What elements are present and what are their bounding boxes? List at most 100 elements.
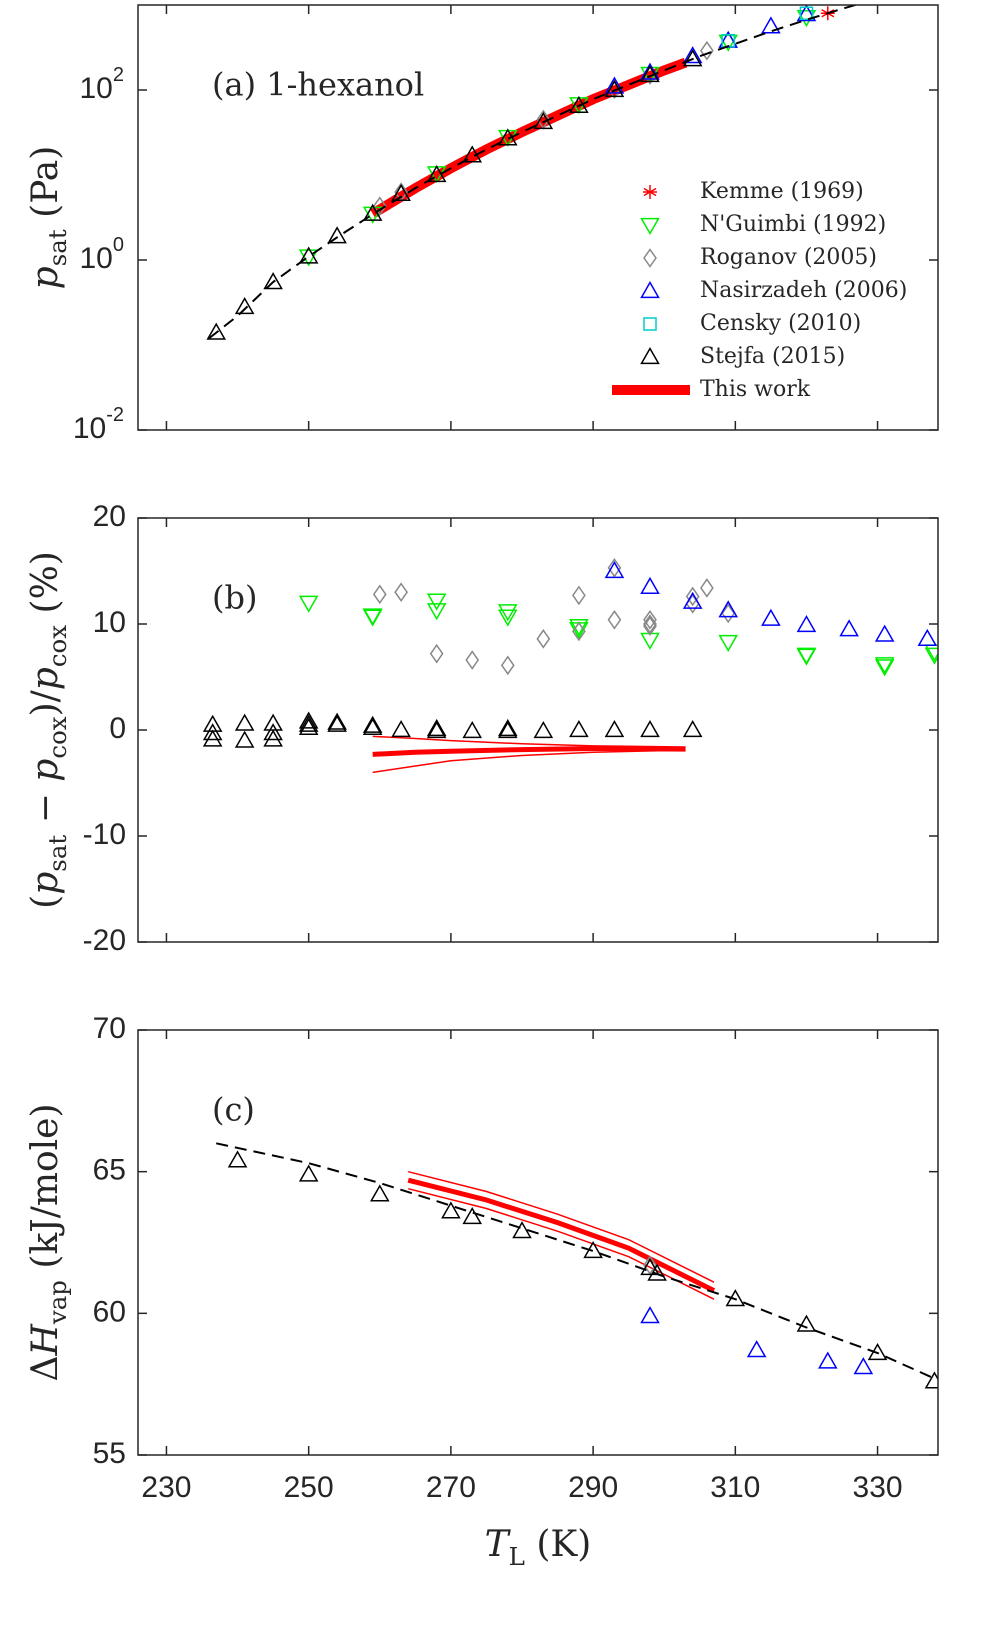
tick-exponent: 2 bbox=[113, 64, 124, 86]
marker bbox=[369, 1184, 390, 1202]
marker bbox=[569, 618, 589, 637]
marker bbox=[202, 729, 223, 747]
marker bbox=[643, 614, 657, 634]
x-tick-label: 310 bbox=[710, 1471, 760, 1504]
marker bbox=[497, 721, 518, 739]
y-tick-label: -10 bbox=[83, 818, 126, 851]
tick-base: 10 bbox=[73, 412, 106, 445]
label-part: vap bbox=[42, 1280, 71, 1325]
marker bbox=[536, 629, 551, 649]
label-part: L bbox=[509, 1541, 525, 1570]
marker bbox=[700, 40, 714, 61]
y-tick-label: 10 bbox=[93, 606, 126, 639]
legend-label: Roganov (2005) bbox=[700, 245, 877, 270]
plot-area bbox=[202, 558, 938, 774]
line bbox=[407, 1177, 716, 1293]
axis-label: ΔHvap (kJ/mole) bbox=[25, 1103, 71, 1381]
x-tick-label: 270 bbox=[426, 1471, 476, 1504]
marker bbox=[924, 1371, 938, 1389]
marker bbox=[263, 272, 283, 290]
y-tick-label: 65 bbox=[93, 1154, 126, 1187]
axis-label: TL (K) bbox=[485, 1524, 592, 1570]
legend-marker bbox=[643, 248, 657, 268]
x-tick-label: 230 bbox=[141, 1471, 191, 1504]
marker bbox=[462, 1206, 483, 1225]
label-part: p bbox=[25, 266, 66, 289]
label-part: p bbox=[25, 667, 66, 690]
marker bbox=[839, 619, 859, 637]
marker bbox=[640, 576, 660, 595]
label-part: T bbox=[485, 1524, 512, 1565]
marker bbox=[607, 79, 622, 100]
plot-area bbox=[206, 5, 859, 340]
label-part: Δ bbox=[25, 1356, 66, 1382]
marker bbox=[465, 650, 480, 670]
label-part: sat bbox=[42, 229, 71, 266]
y-tick-label: 0 bbox=[109, 712, 126, 745]
marker bbox=[391, 183, 411, 201]
marker bbox=[796, 615, 817, 633]
marker bbox=[234, 713, 255, 731]
label-part: )/ bbox=[25, 689, 66, 716]
legend-marker bbox=[640, 346, 660, 365]
marker bbox=[497, 718, 518, 737]
marker bbox=[604, 719, 625, 738]
marker bbox=[796, 5, 817, 22]
marker bbox=[647, 1263, 667, 1281]
y-tick-label: 102 bbox=[80, 64, 125, 105]
marker bbox=[796, 647, 817, 665]
marker bbox=[572, 621, 586, 642]
marker bbox=[441, 1201, 461, 1219]
marker bbox=[761, 608, 781, 626]
marker bbox=[202, 723, 223, 741]
line bbox=[408, 1170, 715, 1283]
panel-label: (a) 1-hexanol bbox=[212, 66, 424, 104]
marker bbox=[746, 1340, 767, 1358]
line bbox=[208, 5, 859, 340]
marker bbox=[362, 608, 383, 626]
marker bbox=[640, 62, 660, 80]
marker bbox=[327, 714, 347, 732]
marker bbox=[426, 718, 447, 737]
plot-area bbox=[216, 1142, 938, 1389]
marker bbox=[372, 196, 387, 216]
y-tick-label: 60 bbox=[93, 1295, 126, 1328]
legend-marker bbox=[640, 280, 660, 299]
y-tick-label: 20 bbox=[93, 500, 126, 533]
marker bbox=[685, 586, 700, 607]
marker bbox=[362, 717, 383, 736]
x-tick-label: 290 bbox=[568, 1471, 618, 1504]
legend-label: Kemme (1969) bbox=[700, 179, 864, 204]
marker bbox=[799, 6, 814, 20]
x-tick-label: 250 bbox=[284, 1471, 334, 1504]
label-part: ( bbox=[25, 895, 66, 909]
marker bbox=[682, 49, 703, 67]
label-part: p bbox=[25, 872, 66, 895]
marker bbox=[426, 721, 447, 739]
line bbox=[408, 1187, 715, 1300]
marker bbox=[817, 1351, 838, 1369]
legend-marker bbox=[640, 217, 660, 236]
marker bbox=[263, 723, 283, 741]
tick-base: 10 bbox=[80, 242, 113, 275]
marker bbox=[874, 659, 895, 677]
marker bbox=[643, 616, 657, 636]
marker bbox=[917, 628, 938, 646]
panel-label: (b) bbox=[212, 579, 257, 617]
line bbox=[372, 749, 686, 774]
marker bbox=[569, 719, 589, 738]
marker bbox=[497, 609, 518, 627]
line bbox=[216, 1142, 935, 1380]
legend-label: N'Guimbi (1992) bbox=[700, 212, 886, 237]
label-part: (K) bbox=[525, 1524, 591, 1565]
line bbox=[372, 746, 686, 757]
panel-label: (c) bbox=[212, 1091, 255, 1129]
legend-label: Censky (2010) bbox=[700, 311, 861, 336]
marker bbox=[298, 717, 319, 736]
marker bbox=[607, 558, 622, 578]
marker bbox=[362, 206, 383, 224]
marker bbox=[206, 322, 227, 340]
marker bbox=[227, 1150, 248, 1168]
marker bbox=[426, 593, 447, 611]
